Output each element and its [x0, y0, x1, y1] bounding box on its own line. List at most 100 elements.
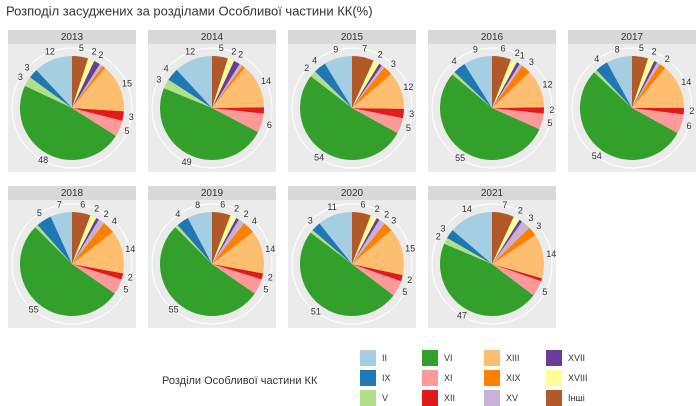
pie-slice [492, 108, 544, 130]
legend-key [360, 350, 376, 366]
data-label: 2 [244, 209, 249, 219]
pie-slice [175, 225, 212, 264]
legend-key [360, 370, 376, 386]
data-label: 55 [455, 153, 465, 163]
pie-slice [632, 108, 684, 134]
data-label: 8 [615, 44, 620, 54]
pie-slice [492, 62, 520, 108]
pie-slice [446, 230, 492, 264]
data-label: 5 [402, 287, 407, 297]
pie-slice [312, 223, 352, 264]
pie-slice [72, 108, 124, 121]
data-label: 2 [234, 204, 239, 214]
legend-label: XVII [568, 353, 585, 363]
data-label: 3 [24, 63, 29, 73]
pie-slice [212, 217, 239, 264]
data-label: 2 [378, 49, 383, 59]
data-label: 12 [45, 47, 55, 57]
pie-slice [314, 63, 352, 108]
pie-slice [580, 72, 678, 160]
facet-strip [288, 30, 416, 44]
data-label: 9 [473, 45, 478, 55]
data-label: 7 [502, 200, 507, 210]
data-label: 3 [536, 221, 541, 231]
pie-slice [72, 219, 105, 264]
facet-strip [568, 30, 696, 44]
polar-grid [11, 47, 133, 169]
data-label: 4 [452, 56, 457, 66]
pie-slice [352, 218, 380, 264]
facet-title: 2021 [481, 188, 504, 199]
pie-slice [35, 225, 72, 264]
data-label: 6 [267, 120, 272, 130]
pie-slice [492, 235, 544, 279]
pie-slice [72, 217, 99, 264]
legend-key [546, 370, 562, 386]
facet-title: 2019 [201, 188, 224, 199]
pie-slice [212, 219, 245, 264]
data-label: 1 [520, 51, 525, 61]
data-label: 6 [361, 199, 366, 209]
pie-slice [632, 60, 658, 108]
legend-label: XVIII [568, 373, 588, 383]
data-label: 5 [406, 123, 411, 133]
data-label: 12 [543, 80, 553, 90]
pie-slice [72, 231, 124, 274]
pie-slice [160, 227, 255, 317]
pie-slice [310, 71, 352, 108]
data-label: 3 [18, 72, 23, 82]
pie-slice [492, 227, 536, 264]
pie-slice [72, 223, 113, 264]
pie-slice [352, 63, 382, 108]
pie-slice [352, 264, 402, 296]
data-label: 5 [542, 287, 547, 297]
pie-slice [299, 76, 398, 161]
pie-slice [300, 232, 394, 317]
pie-slice [454, 63, 492, 108]
facet-title: 2015 [341, 32, 364, 43]
data-label: 3 [308, 215, 313, 225]
pie-slice [452, 72, 492, 108]
data-label: 3 [391, 59, 396, 69]
data-label: 51 [311, 306, 321, 316]
legend-key [484, 390, 500, 406]
pie-slice [352, 108, 404, 119]
data-label: 14 [125, 244, 135, 254]
data-label: 2 [515, 48, 520, 58]
facet-title: 2016 [481, 32, 504, 43]
pie-slice [212, 264, 262, 294]
data-label: 2 [94, 204, 99, 214]
pie-slice [492, 59, 517, 108]
data-label: 48 [38, 155, 48, 165]
data-label: 7 [57, 200, 62, 210]
pie-slice [632, 67, 684, 108]
pie-slice [632, 56, 649, 108]
pie-slice [212, 108, 264, 133]
pie-slice [352, 65, 385, 108]
pie-slice [72, 264, 122, 294]
data-label: 5 [263, 285, 268, 295]
data-label: 2 [689, 106, 694, 116]
legend-label: II [382, 353, 387, 363]
pie-slice [352, 230, 405, 276]
data-label: 2 [268, 273, 273, 283]
polar-grid [291, 203, 413, 325]
pie-slice [212, 264, 264, 280]
pie-slice [19, 227, 115, 317]
legend-label: VI [444, 353, 453, 363]
data-label: 2 [231, 47, 236, 57]
legend-label: XV [506, 393, 518, 403]
data-label: 5 [37, 208, 42, 218]
pie-slice [36, 56, 72, 108]
data-label: 6 [501, 43, 506, 53]
pie-slice [492, 107, 544, 114]
data-label: 4 [594, 54, 599, 64]
pie-slice [72, 64, 103, 108]
pie-slice [492, 219, 523, 264]
pie-slice [492, 56, 511, 108]
pie-slice [492, 63, 523, 108]
pie-slice [168, 69, 212, 108]
data-label: 5 [219, 43, 224, 53]
pie-slice [212, 67, 264, 108]
facet-strip [8, 186, 136, 200]
